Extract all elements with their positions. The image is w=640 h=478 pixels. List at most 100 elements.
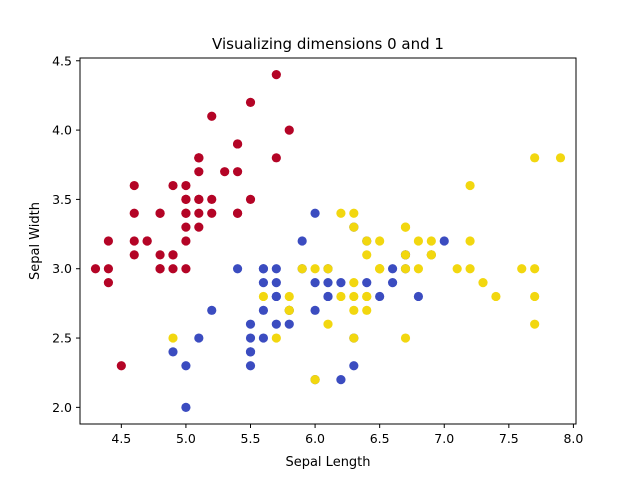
data-point [245,97,256,107]
data-point [271,333,281,343]
data-point [181,194,191,205]
data-point [310,208,320,218]
data-point [220,167,230,177]
y-tick-label: 3.0 [52,261,72,276]
data-point [258,277,269,288]
data-point [103,277,114,288]
x-tick-label: 4.5 [111,431,131,446]
data-point [168,333,178,343]
data-point [129,180,139,191]
data-point [181,264,191,274]
data-point [116,361,126,371]
data-point [232,139,243,149]
x-tick-label: 7.5 [499,431,519,446]
data-point [413,291,424,302]
data-point [465,236,475,246]
data-point [530,153,540,163]
x-tick-label: 7.0 [434,431,454,446]
data-point [207,111,217,121]
data-point [181,208,191,218]
data-point [375,236,385,246]
data-point [271,70,281,80]
data-point [155,208,165,218]
data-point [323,277,333,288]
data-point [413,236,424,246]
data-point [349,277,359,288]
data-point [400,264,411,274]
data-point [207,194,217,205]
data-point [375,291,385,302]
data-point [103,264,114,274]
data-point [310,264,320,274]
x-axis: 4.5 5.0 5.5 6.0 6.5 7.0 7.5 8.0 [111,424,583,446]
data-point [336,277,346,288]
data-point [258,291,269,302]
data-point [245,319,256,329]
data-point [232,264,243,274]
data-point [310,375,320,385]
data-point [426,236,436,246]
data-point [362,305,372,315]
y-axis-label: Sepal Width [28,202,43,280]
data-point [465,264,475,274]
data-point [194,153,204,163]
data-point [349,208,359,218]
data-point [362,277,372,288]
data-point [413,264,424,274]
data-point [155,250,165,260]
data-point [284,319,294,329]
data-point [142,236,152,246]
data-point [387,264,398,274]
data-point [323,291,333,302]
x-tick-label: 5.5 [241,431,261,446]
data-point [168,264,178,274]
data-point [284,125,294,135]
data-point [232,167,243,177]
y-axis: 2.0 2.5 3.0 3.5 4.0 4.5 [52,53,80,415]
x-axis-label: Sepal Length [285,455,370,470]
data-point [323,319,333,329]
data-point [439,236,449,246]
data-point [362,236,372,246]
data-point [194,208,204,218]
data-point [297,236,307,246]
chart-title: Visualizing dimensions 0 and 1 [212,35,444,53]
data-point [284,305,294,315]
data-point [387,277,398,288]
data-point [232,208,243,218]
data-point [181,402,191,412]
data-point [271,319,281,329]
data-point [245,347,256,357]
data-point [271,264,281,274]
data-point [129,208,139,218]
data-point [245,333,256,343]
data-point [168,250,178,260]
data-point [375,264,385,274]
data-point [103,236,114,246]
data-point [90,264,101,274]
data-point [349,222,359,232]
data-point [194,222,204,232]
data-point [207,208,217,218]
data-point [181,180,191,191]
data-point [362,291,372,302]
y-tick-label: 3.5 [52,192,72,207]
data-point [258,264,269,274]
data-point [452,264,462,274]
data-point [323,264,333,274]
plot-frame [79,57,577,425]
data-point [555,153,566,163]
data-point [258,333,269,343]
data-point [465,180,475,191]
data-point [349,333,359,343]
data-point [362,250,372,260]
data-point [530,291,540,302]
x-tick-label: 6.5 [370,431,390,446]
data-point [426,250,436,260]
data-point [194,167,204,177]
x-tick-label: 6.0 [305,431,325,446]
data-point [400,250,411,260]
data-point [336,291,346,302]
data-point [181,222,191,232]
